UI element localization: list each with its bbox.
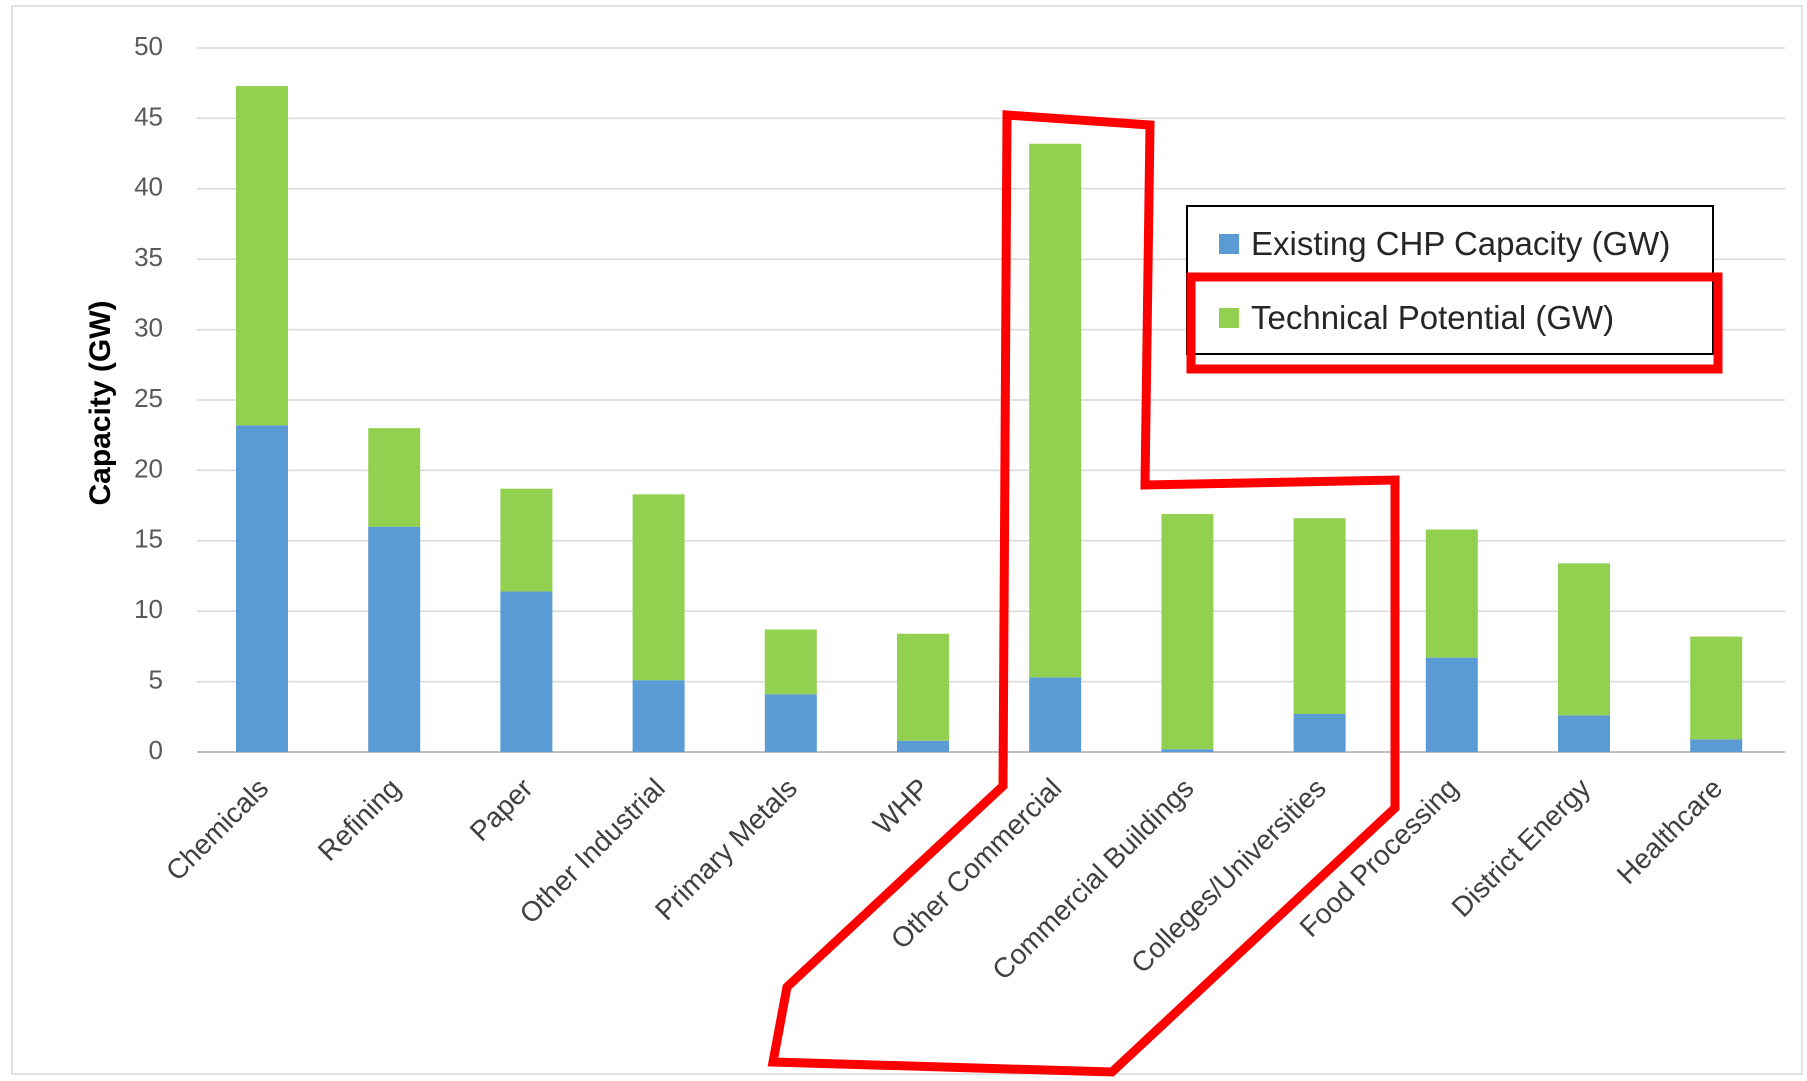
bar-existing-district-energy	[1558, 715, 1610, 752]
legend-label-existing: Existing CHP Capacity (GW)	[1251, 225, 1670, 262]
bar-potential-whp	[897, 633, 949, 741]
y-tick-label: 0	[149, 735, 163, 765]
bar-potential-healthcare	[1690, 636, 1743, 740]
y-tick-label: 45	[134, 101, 163, 131]
y-tick-label: 35	[134, 242, 163, 272]
bar-existing-other-commercial	[1029, 677, 1082, 752]
y-tick-label: 20	[134, 453, 163, 483]
chart-border	[11, 5, 1803, 1075]
bar-potential-district-energy	[1558, 563, 1610, 716]
y-tick-label: 30	[134, 312, 163, 342]
highlight-outline-commercial	[767, 110, 1400, 1077]
bar-potential-paper	[500, 488, 553, 592]
bar-existing-food-processing	[1425, 657, 1478, 752]
bar-potential-commercial-buildings	[1161, 514, 1214, 750]
y-tick-label: 50	[134, 31, 163, 61]
y-axis-label: Capacity (GW)	[84, 300, 117, 505]
bar-existing-healthcare	[1690, 739, 1743, 752]
highlight-outline-legend	[1186, 272, 1723, 374]
bar-series	[236, 86, 1743, 752]
y-tick-label: 40	[134, 172, 163, 202]
bar-potential-primary-metals	[764, 629, 817, 695]
y-tick-label: 10	[134, 594, 163, 624]
legend-swatch-existing	[1219, 234, 1239, 254]
bar-existing-primary-metals	[764, 694, 817, 752]
bar-existing-paper	[500, 591, 553, 752]
y-tick-label: 5	[149, 664, 163, 694]
y-tick-label: 15	[134, 524, 163, 554]
bar-existing-other-industrial	[632, 680, 685, 752]
y-tick-label: 25	[134, 383, 163, 413]
bar-existing-chemicals	[236, 425, 288, 752]
legend-swatch-potential	[1219, 308, 1239, 328]
y-axis-ticks: 0 5 10 15 20 25 30 35 40 45 50	[134, 31, 163, 765]
bar-existing-whp	[897, 740, 949, 752]
annotations	[767, 110, 1723, 1077]
bar-potential-colleges-universities	[1293, 518, 1346, 714]
legend-label-potential: Technical Potential (GW)	[1251, 299, 1614, 336]
bar-potential-other-commercial	[1029, 143, 1082, 678]
bar-potential-food-processing	[1425, 529, 1478, 658]
bar-existing-colleges-universities	[1293, 713, 1346, 752]
bar-existing-refining	[368, 526, 421, 752]
bar-potential-other-industrial	[632, 494, 685, 681]
bar-potential-refining	[368, 428, 421, 527]
bar-potential-chemicals	[236, 86, 288, 426]
bar-existing-commercial-buildings	[1161, 749, 1214, 752]
